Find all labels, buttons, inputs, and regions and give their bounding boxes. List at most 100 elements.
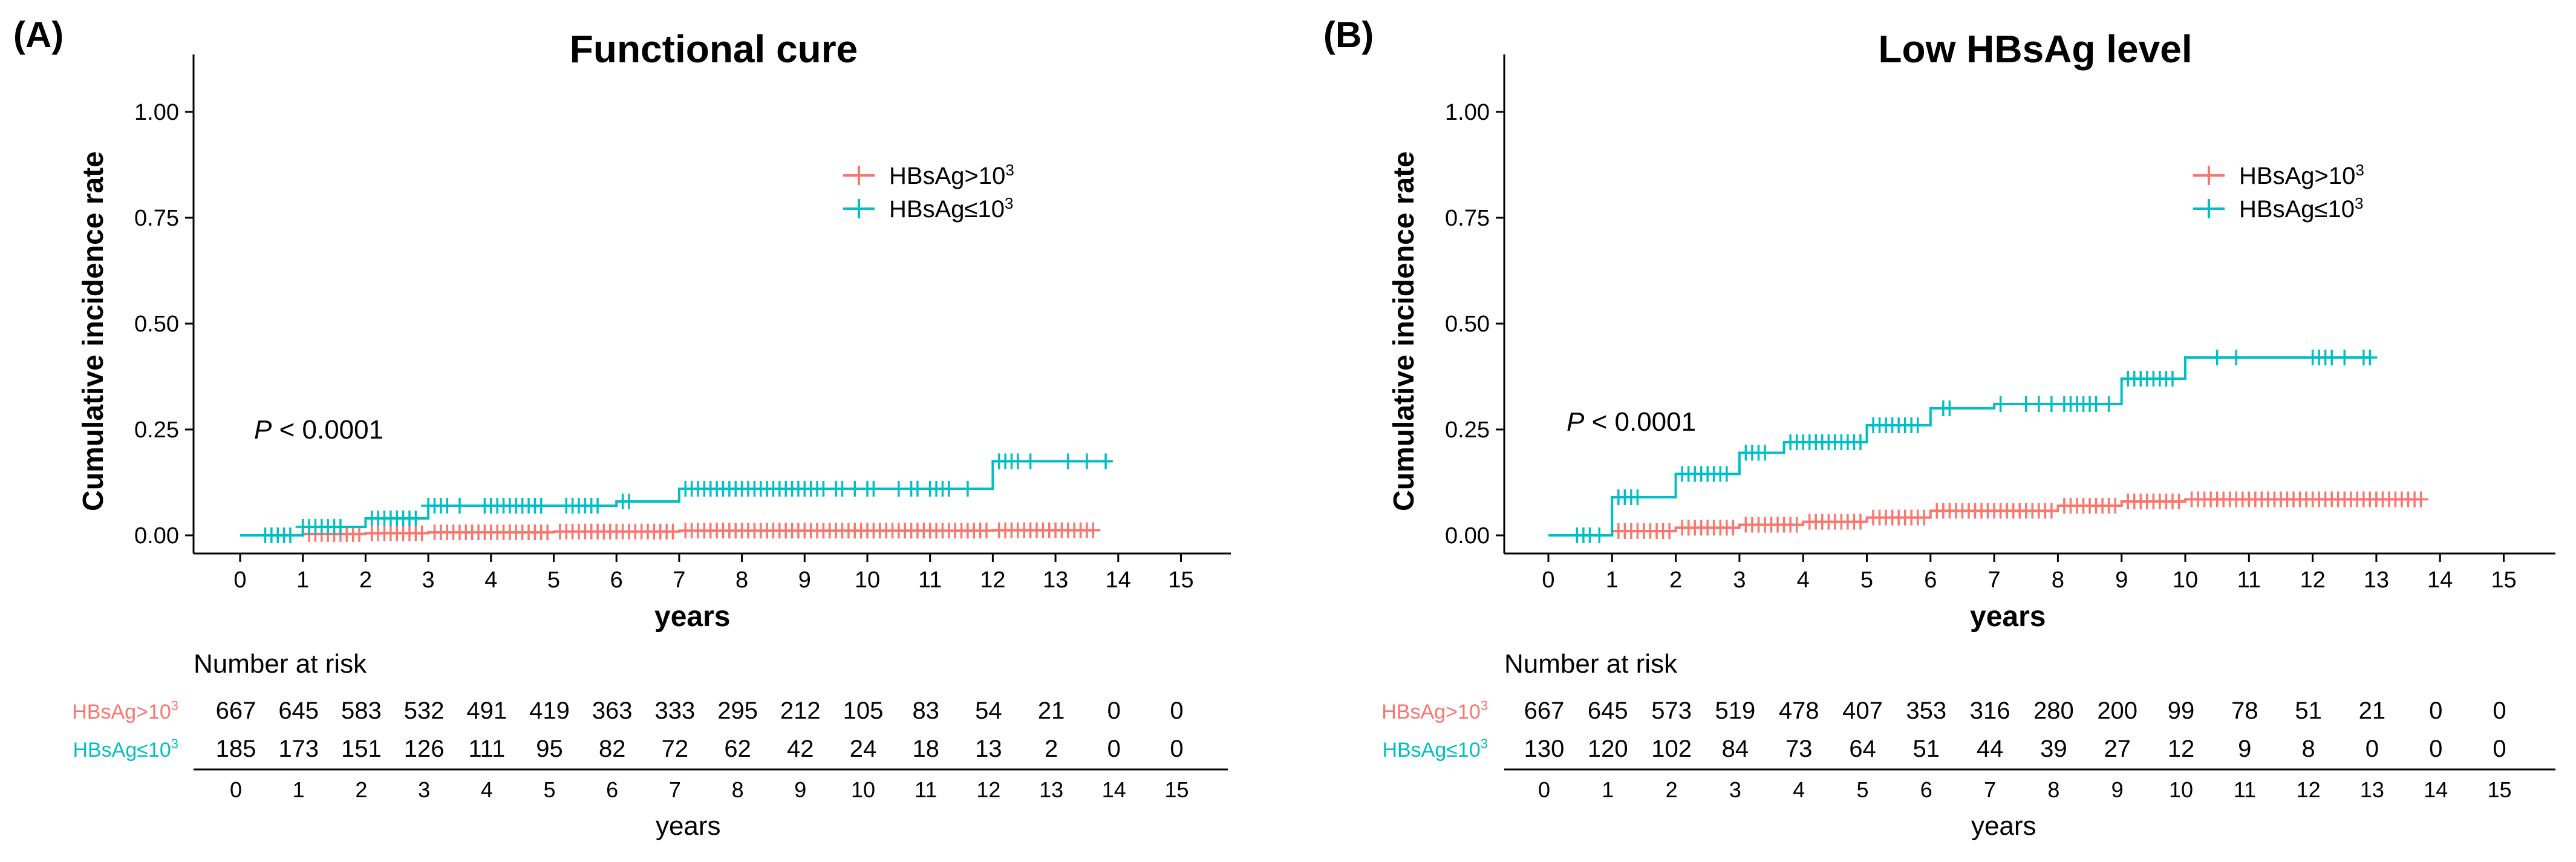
y-axis-label: Cumulative incidence rate bbox=[1388, 151, 1420, 511]
risk-x-tick-label: 0 bbox=[230, 777, 242, 802]
risk-row-label-exponent: 3 bbox=[1481, 736, 1488, 751]
censor-mark bbox=[2018, 396, 2033, 412]
risk-value: 151 bbox=[341, 736, 382, 762]
risk-value: 73 bbox=[1785, 736, 1813, 762]
risk-row-label-base: HBsAg≤10 bbox=[1382, 739, 1480, 762]
censor-mark bbox=[2413, 491, 2428, 508]
risk-value: 13 bbox=[975, 736, 1002, 762]
risk-x-tick-label: 4 bbox=[481, 777, 493, 802]
risk-value: 0 bbox=[1170, 736, 1183, 762]
x-tick-label: 14 bbox=[1106, 567, 1131, 593]
legend-label-exponent: 3 bbox=[2355, 161, 2364, 179]
legend-label-exponent: 3 bbox=[1005, 161, 1014, 179]
x-tick-label: 8 bbox=[2052, 567, 2064, 593]
censor-mark bbox=[2337, 350, 2352, 365]
legend-label-base: HBsAg≤10 bbox=[2239, 196, 2355, 223]
x-tick-label: 9 bbox=[2115, 567, 2128, 593]
risk-value: 83 bbox=[912, 697, 939, 724]
y-tick-label: 0.75 bbox=[134, 206, 179, 231]
censor-mark bbox=[1942, 400, 1957, 416]
legend-label: HBsAg>103 bbox=[2239, 161, 2364, 189]
legend-item-hbsag-high: HBsAg>103 bbox=[2193, 161, 2364, 189]
x-tick-label: 1 bbox=[1606, 567, 1619, 593]
x-axis-label: years bbox=[654, 601, 730, 633]
risk-row-label-base: HBsAg>10 bbox=[1381, 700, 1481, 723]
risk-value: 64 bbox=[1849, 736, 1876, 762]
panel-b: (B) Low HBsAg level 0.00 0.25 0.50 0.75 1.00 0 1… bbox=[1323, 15, 2555, 841]
x-tick-label: 9 bbox=[798, 567, 811, 593]
risk-x-tick-label: 9 bbox=[2111, 777, 2124, 802]
risk-value: 102 bbox=[1651, 736, 1692, 762]
risk-value: 573 bbox=[1651, 697, 1692, 724]
series-hbsag-high bbox=[240, 522, 1101, 542]
risk-value: 2 bbox=[1045, 736, 1058, 762]
risk-value: 645 bbox=[278, 697, 319, 724]
risk-x-tick-label: 3 bbox=[1729, 777, 1741, 802]
censor-mark bbox=[2229, 350, 2244, 365]
censor-mark bbox=[1853, 434, 1868, 450]
risk-value: 42 bbox=[787, 736, 814, 762]
risk-value: 280 bbox=[2033, 697, 2074, 724]
p-value-symbol: P bbox=[254, 415, 272, 445]
x-tick-label: 15 bbox=[1168, 567, 1193, 593]
censor-mark bbox=[2044, 503, 2059, 519]
censor-mark bbox=[1592, 527, 1607, 543]
risk-x-tick-label: 10 bbox=[2169, 777, 2193, 802]
risk-value: 120 bbox=[1588, 736, 1628, 762]
risk-value: 645 bbox=[1588, 697, 1628, 724]
y-tick-label: 0.25 bbox=[134, 417, 179, 443]
risk-value: 667 bbox=[216, 697, 256, 724]
censor-mark bbox=[1662, 523, 1677, 539]
p-value-annotation: P < 0.0001 bbox=[1567, 407, 1696, 437]
risk-value: 39 bbox=[2040, 736, 2067, 762]
risk-x-tick-label: 13 bbox=[2360, 777, 2384, 802]
risk-x-tick-label: 3 bbox=[418, 777, 430, 802]
risk-row-label: HBsAg≤103 bbox=[1382, 736, 1488, 762]
legend-label-exponent: 3 bbox=[2355, 194, 2363, 212]
x-tick-label: 1 bbox=[296, 567, 309, 593]
p-value-symbol: P bbox=[1567, 407, 1585, 437]
risk-row-label-base: HBsAg>10 bbox=[72, 700, 171, 723]
x-tick-label: 11 bbox=[918, 567, 942, 593]
legend-label-base: HBsAg≤10 bbox=[889, 196, 1005, 223]
risk-value: 62 bbox=[724, 736, 751, 762]
censor-mark bbox=[1079, 453, 1094, 469]
risk-value: 0 bbox=[2429, 736, 2442, 762]
risk-value: 51 bbox=[2295, 697, 2322, 724]
censor-mark bbox=[1917, 509, 1932, 526]
x-tick-label: 12 bbox=[2300, 567, 2325, 593]
x-tick-label: 3 bbox=[422, 567, 435, 593]
censor-mark bbox=[590, 498, 605, 514]
x-tick-label: 13 bbox=[2364, 567, 2389, 593]
risk-value: 9 bbox=[2238, 736, 2251, 762]
censor-mark bbox=[1023, 453, 1038, 469]
x-tick-label: 5 bbox=[1860, 567, 1873, 593]
p-value-annotation: P < 0.0001 bbox=[254, 415, 383, 445]
risk-value: 519 bbox=[1715, 697, 1756, 724]
censor-mark bbox=[665, 523, 680, 540]
censor-mark bbox=[1630, 489, 1645, 505]
risk-value: 532 bbox=[404, 697, 445, 724]
chart-title: Low HBsAg level bbox=[1878, 27, 2192, 71]
risk-value: 99 bbox=[2168, 697, 2195, 724]
risk-row-label: HBsAg>103 bbox=[1381, 698, 1488, 723]
censor-mark bbox=[2362, 350, 2378, 365]
censor-mark bbox=[847, 481, 862, 497]
risk-value: 95 bbox=[536, 736, 563, 762]
censor-mark bbox=[835, 481, 850, 497]
censor-mark bbox=[2324, 350, 2340, 365]
y-tick-label: 0.00 bbox=[134, 523, 179, 549]
risk-value: 105 bbox=[843, 697, 884, 724]
risk-value: 212 bbox=[780, 697, 821, 724]
risk-value: 0 bbox=[2493, 697, 2506, 724]
y-axis-label: Cumulative incidence rate bbox=[77, 151, 109, 511]
risk-value: 72 bbox=[662, 736, 689, 762]
censor-mark bbox=[333, 519, 348, 535]
risk-table-title: Number at risk bbox=[194, 649, 367, 679]
censor-mark bbox=[1060, 453, 1075, 469]
risk-x-tick-label: 1 bbox=[293, 777, 305, 802]
censor-mark bbox=[440, 498, 455, 514]
p-value-text: < 0.0001 bbox=[1584, 407, 1696, 437]
legend-label-exponent: 3 bbox=[1005, 194, 1013, 212]
